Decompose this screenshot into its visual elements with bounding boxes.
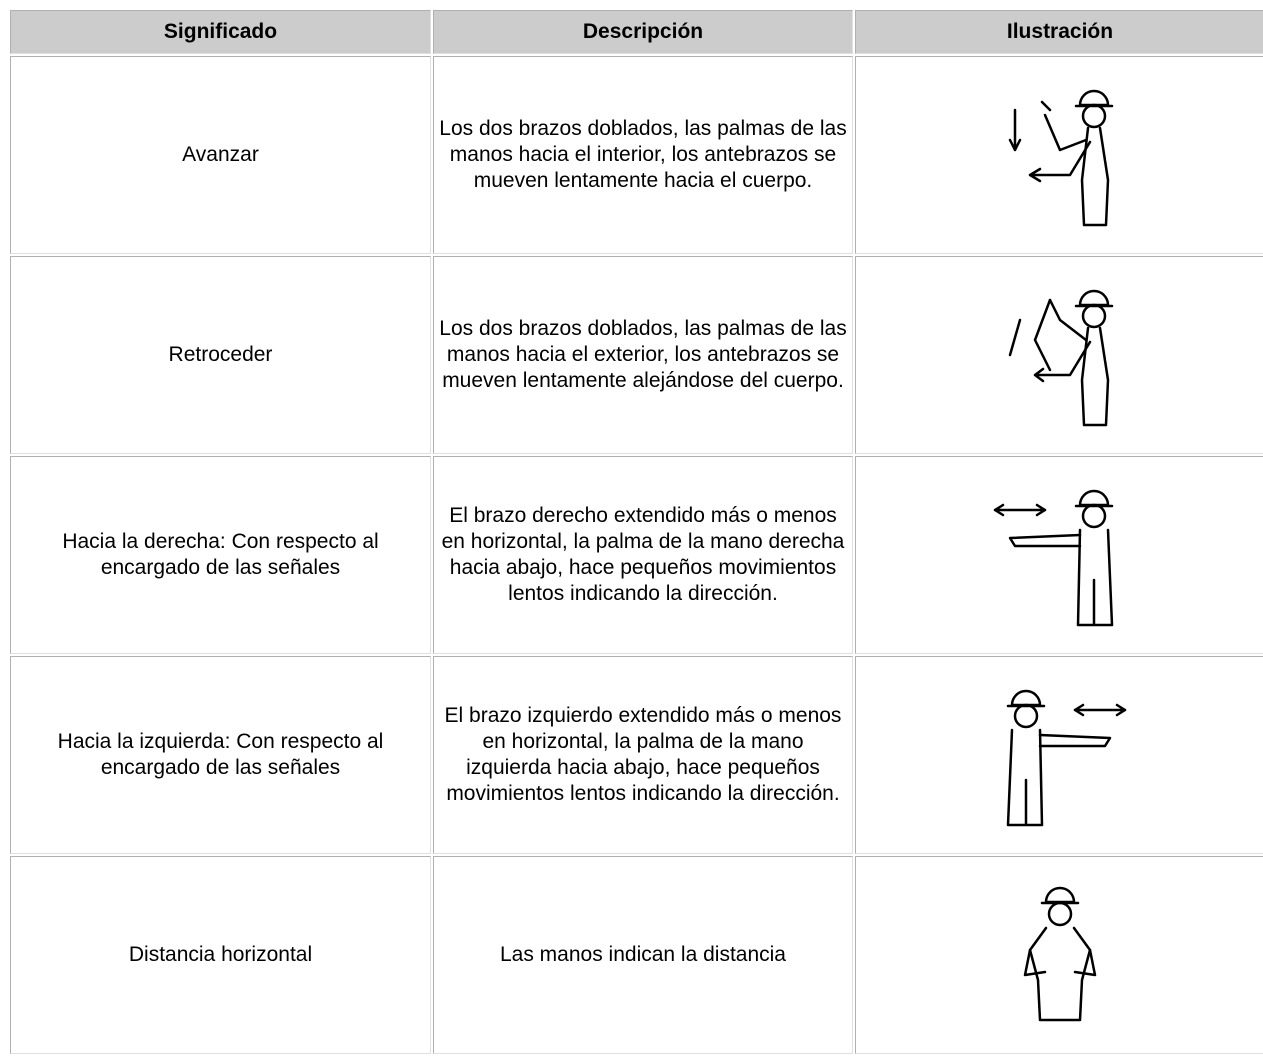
meaning-cell: Hacia la izquierda: Con respecto al enca… (10, 656, 431, 854)
signals-table: Significado Descripción Ilustración Avan… (8, 8, 1263, 1056)
meaning-cell: Hacia la derecha: Con respecto al encarg… (10, 456, 431, 654)
meaning-cell: Distancia horizontal (10, 856, 431, 1054)
meaning-cell: Avanzar (10, 56, 431, 254)
row: Avanzar Los dos brazos doblados, las pal… (10, 56, 1263, 254)
row: Hacia la derecha: Con respecto al encarg… (10, 456, 1263, 654)
illustration-cell (855, 456, 1263, 654)
illustration-cell (855, 656, 1263, 854)
header-cell: Ilustración (855, 10, 1263, 54)
description-cell: El brazo derecho extendido más o menos e… (433, 456, 853, 654)
description-cell: Los dos brazos doblados, las palmas de l… (433, 56, 853, 254)
row: Distancia horizontal Las manos indican l… (10, 856, 1263, 1054)
row: Retroceder Los dos brazos doblados, las … (10, 256, 1263, 454)
row: Hacia la izquierda: Con respecto al enca… (10, 656, 1263, 854)
description-cell: Las manos indican la distancia (433, 856, 853, 1054)
header-row: Significado Descripción Ilustración (10, 10, 1263, 54)
header-cell: Descripción (433, 10, 853, 54)
description-cell: Los dos brazos doblados, las palmas de l… (433, 256, 853, 454)
meaning-cell: Retroceder (10, 256, 431, 454)
page-body: Significado Descripción Ilustración Avan… (10, 10, 1263, 1054)
illustration-cell (855, 56, 1263, 254)
illustration (1008, 289, 1114, 427)
page: {"table": { "headers": ["Significado", "… (10, 10, 1263, 1054)
illustration (1006, 689, 1127, 827)
header-cell: Significado (10, 10, 431, 54)
illustration (1023, 886, 1097, 1022)
illustration-cell (855, 856, 1263, 1054)
illustration (1008, 89, 1114, 227)
description-cell: El brazo izquierdo extendido más o menos… (433, 656, 853, 854)
illustration-cell (855, 256, 1263, 454)
illustration (993, 489, 1114, 627)
